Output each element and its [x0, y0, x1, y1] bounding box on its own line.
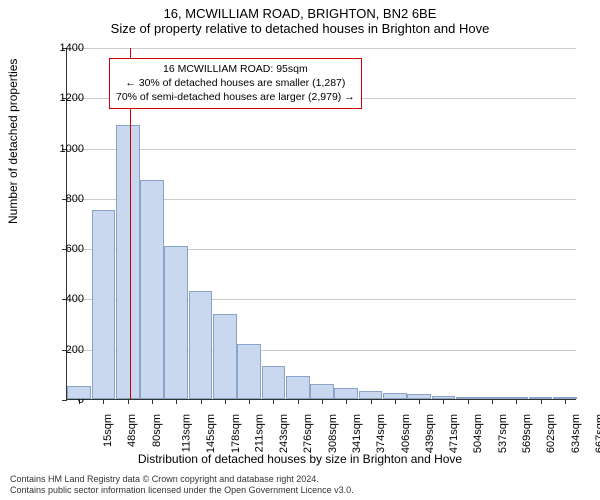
x-tick-label: 308sqm — [327, 414, 339, 453]
x-tick-label: 504sqm — [473, 414, 485, 453]
x-tick-mark — [468, 399, 469, 404]
x-tick-mark — [443, 399, 444, 404]
chart-container: 16, MCWILLIAM ROAD, BRIGHTON, BN2 6BE Si… — [0, 0, 600, 500]
x-tick-mark — [176, 399, 177, 404]
x-tick-mark — [225, 399, 226, 404]
y-axis-label: Number of detached properties — [6, 59, 20, 224]
histogram-bar — [334, 388, 358, 399]
x-tick-mark — [249, 399, 250, 404]
histogram-bar — [310, 384, 334, 399]
y-tick-label: 1200 — [34, 92, 84, 104]
x-tick-label: 15sqm — [102, 414, 114, 447]
x-tick-mark — [516, 399, 517, 404]
annotation-line-3: 70% of semi-detached houses are larger (… — [116, 90, 355, 104]
x-tick-label: 537sqm — [497, 414, 509, 453]
x-tick-label: 667sqm — [594, 414, 600, 453]
x-tick-mark — [346, 399, 347, 404]
x-tick-label: 243sqm — [278, 414, 290, 453]
histogram-bar — [407, 394, 431, 399]
histogram-bar — [237, 344, 261, 399]
x-tick-label: 211sqm — [253, 414, 265, 452]
y-tick-label: 1400 — [34, 42, 84, 54]
x-tick-label: 341sqm — [351, 414, 363, 453]
annotation-line-1: 16 MCWILLIAM ROAD: 95sqm — [116, 62, 355, 76]
x-tick-mark — [541, 399, 542, 404]
x-tick-mark — [273, 399, 274, 404]
histogram-bar — [213, 314, 237, 399]
x-tick-mark — [371, 399, 372, 404]
y-tick-label: 200 — [34, 344, 84, 356]
y-tick-label: 800 — [34, 193, 84, 205]
x-tick-label: 113sqm — [180, 414, 192, 452]
annotation-line-2: ← 30% of detached houses are smaller (1,… — [116, 76, 355, 90]
histogram-bar — [189, 291, 213, 399]
x-tick-label: 569sqm — [521, 414, 533, 453]
x-tick-label: 406sqm — [400, 414, 412, 453]
y-gridline — [67, 149, 576, 150]
x-tick-label: 471sqm — [448, 414, 460, 453]
y-tick-label: 1000 — [34, 143, 84, 155]
x-tick-mark — [128, 399, 129, 404]
x-tick-label: 439sqm — [424, 414, 436, 453]
annotation-box: 16 MCWILLIAM ROAD: 95sqm← 30% of detache… — [109, 58, 362, 109]
x-tick-mark — [492, 399, 493, 404]
x-tick-label: 276sqm — [303, 414, 315, 453]
histogram-bar — [116, 125, 140, 399]
histogram-bar — [140, 180, 164, 399]
x-tick-label: 634sqm — [570, 414, 582, 453]
histogram-bar — [383, 393, 407, 399]
footer-line-1: Contains HM Land Registry data © Crown c… — [10, 474, 354, 485]
page-title: 16, MCWILLIAM ROAD, BRIGHTON, BN2 6BE — [0, 0, 600, 21]
y-tick-label: 400 — [34, 293, 84, 305]
histogram-bar — [480, 397, 504, 399]
chart-area: 16 MCWILLIAM ROAD: 95sqm← 30% of detache… — [66, 48, 576, 400]
x-tick-label: 178sqm — [230, 414, 242, 453]
plot-region: 16 MCWILLIAM ROAD: 95sqm← 30% of detache… — [66, 48, 576, 400]
footer-attribution: Contains HM Land Registry data © Crown c… — [10, 474, 354, 497]
x-tick-mark — [565, 399, 566, 404]
histogram-bar — [262, 366, 286, 399]
x-axis-label: Distribution of detached houses by size … — [0, 452, 600, 466]
y-gridline — [67, 48, 576, 49]
histogram-bar — [286, 376, 310, 399]
histogram-bar — [456, 397, 480, 399]
x-tick-mark — [201, 399, 202, 404]
histogram-bar — [529, 397, 553, 399]
footer-line-2: Contains public sector information licen… — [10, 485, 354, 496]
x-tick-mark — [103, 399, 104, 404]
x-tick-mark — [322, 399, 323, 404]
histogram-bar — [504, 397, 528, 399]
histogram-bar — [67, 386, 91, 399]
x-tick-label: 80sqm — [151, 414, 163, 447]
x-tick-mark — [152, 399, 153, 404]
x-tick-mark — [419, 399, 420, 404]
histogram-bar — [553, 397, 577, 399]
histogram-bar — [432, 396, 456, 399]
x-tick-mark — [298, 399, 299, 404]
histogram-bar — [164, 246, 188, 399]
x-tick-label: 48sqm — [126, 414, 138, 447]
x-tick-label: 374sqm — [375, 414, 387, 453]
page-subtitle: Size of property relative to detached ho… — [0, 21, 600, 38]
histogram-bar — [359, 391, 383, 399]
y-tick-label: 600 — [34, 243, 84, 255]
x-tick-label: 602sqm — [545, 414, 557, 453]
x-tick-label: 145sqm — [205, 414, 217, 453]
x-tick-mark — [395, 399, 396, 404]
histogram-bar — [92, 210, 116, 399]
